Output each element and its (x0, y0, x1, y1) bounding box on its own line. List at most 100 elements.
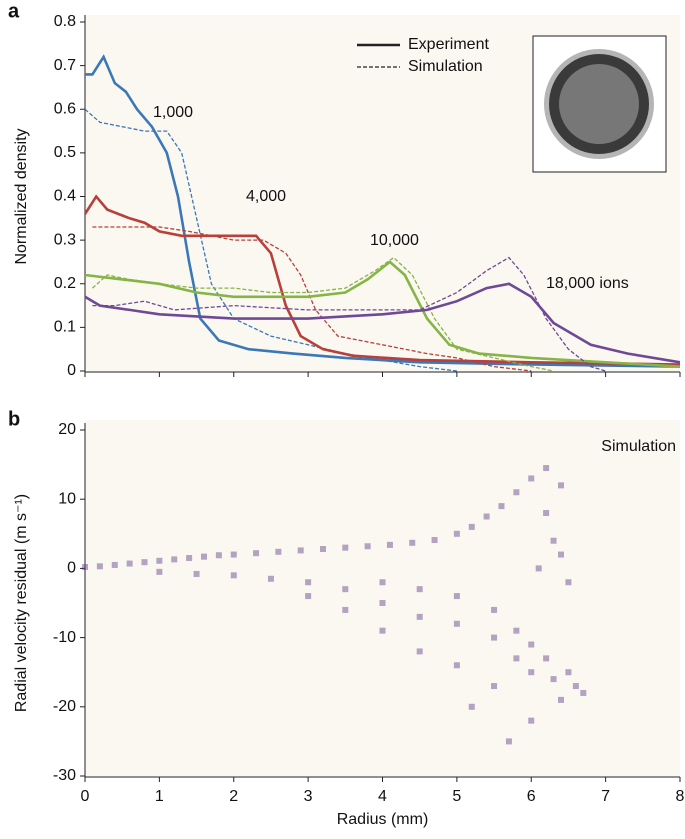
y-tick-label: 0.7 (54, 57, 76, 74)
legend-label: Simulation (408, 58, 483, 75)
experiment-line (83, 194, 681, 366)
point (558, 551, 564, 558)
y-axis-label: Normalized density (13, 128, 30, 264)
x-tick-label: 4 (378, 788, 387, 805)
point (453, 662, 460, 669)
point (550, 537, 557, 544)
y-tick-label: 0.1 (54, 319, 76, 336)
y-tick-label: 0.2 (54, 275, 76, 292)
series-label: 4,000 (246, 188, 286, 205)
experiment-line (84, 282, 681, 364)
legend-label: Experiment (408, 36, 489, 53)
point (513, 627, 520, 634)
point (111, 561, 118, 568)
point (565, 579, 572, 586)
simulation-line (92, 226, 532, 372)
y-tick-label: 0 (67, 362, 76, 379)
experiment-line (84, 260, 681, 368)
point (416, 586, 423, 593)
point (230, 572, 237, 579)
panel-label: b (8, 408, 20, 430)
y-tick-label: -10 (53, 629, 76, 646)
simulation-line (92, 256, 606, 372)
point (156, 557, 163, 564)
x-axis-label: Radius (mm) (337, 811, 429, 828)
series-label: 1,000 (153, 104, 193, 121)
y-tick-label: 0.5 (54, 144, 76, 161)
point (141, 559, 148, 566)
point (543, 655, 550, 662)
point (342, 544, 349, 551)
point (386, 541, 393, 548)
point (468, 703, 475, 710)
point (201, 553, 207, 560)
point (193, 570, 200, 577)
point (379, 600, 386, 606)
point (342, 606, 349, 613)
y-tick-label: 10 (58, 490, 76, 507)
point (468, 523, 475, 530)
point (230, 551, 237, 558)
point (535, 565, 542, 572)
point (513, 655, 520, 662)
y-tick-label: -20 (53, 698, 76, 715)
x-tick-label: 8 (676, 788, 685, 805)
point (498, 503, 505, 510)
point (342, 586, 349, 593)
y-tick-label: 0.6 (54, 100, 76, 117)
y-tick-label: 0.8 (54, 13, 76, 30)
plot-background (85, 420, 680, 776)
y-tick-label: 0.4 (54, 188, 76, 205)
panel-label: a (8, 0, 20, 22)
point (491, 634, 498, 641)
point (409, 539, 416, 546)
point (215, 552, 222, 559)
point (305, 579, 312, 586)
point (416, 613, 423, 620)
point (320, 546, 326, 553)
point (156, 568, 163, 575)
annotation: Simulation (601, 438, 676, 455)
point (453, 620, 460, 627)
point (528, 669, 535, 676)
x-tick-label: 5 (452, 788, 461, 805)
point (572, 683, 579, 690)
point (543, 465, 550, 472)
point (379, 579, 386, 586)
point (364, 543, 371, 550)
y-tick-label: 0.3 (54, 231, 76, 248)
inset-image (532, 35, 667, 173)
point (431, 537, 438, 544)
x-tick-label: 6 (527, 788, 536, 805)
point (483, 513, 490, 520)
y-tick-label: -30 (53, 767, 76, 784)
point (565, 669, 572, 676)
point (379, 627, 386, 634)
point (528, 717, 535, 724)
point (297, 547, 304, 554)
point (186, 555, 193, 562)
point (267, 575, 274, 582)
y-tick-label: 0 (67, 560, 76, 577)
series-label: 10,000 (370, 232, 419, 249)
x-tick-label: 1 (155, 788, 164, 805)
simulation-line (91, 256, 554, 372)
point (126, 560, 133, 567)
point (528, 475, 535, 482)
point (491, 606, 498, 613)
point (253, 550, 260, 557)
point (453, 593, 460, 600)
point (550, 676, 557, 683)
point (96, 563, 103, 570)
point (505, 738, 512, 745)
x-tick-label: 7 (601, 788, 610, 805)
point (82, 564, 88, 571)
point (543, 510, 550, 517)
y-tick-label: 20 (58, 421, 76, 438)
point (558, 696, 564, 703)
x-tick-label: 2 (229, 788, 238, 805)
point (528, 641, 535, 648)
point (305, 593, 312, 600)
point (453, 530, 460, 537)
